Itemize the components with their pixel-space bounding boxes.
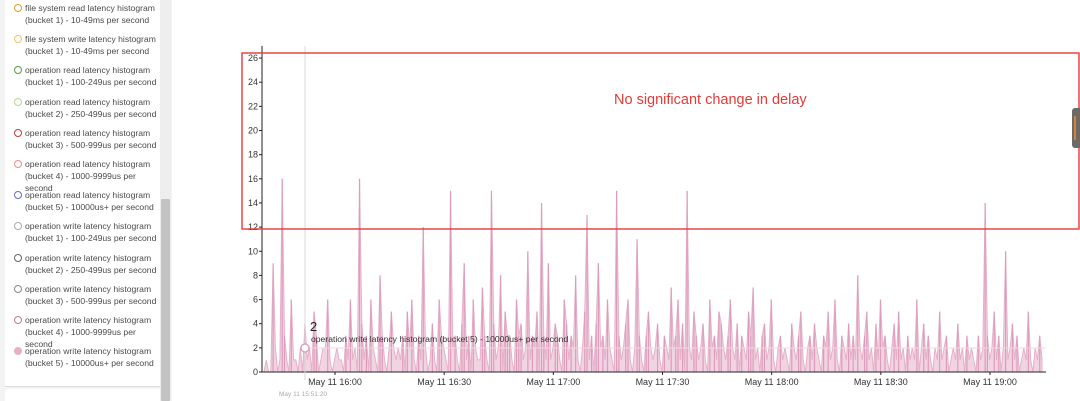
legend-label: operation write latency histogram (bucket… xyxy=(25,283,157,306)
y-tick-label: 18 xyxy=(248,150,258,160)
annotation-box xyxy=(241,52,1080,230)
tooltip-value: 2 xyxy=(310,319,317,334)
y-tick-label: 6 xyxy=(253,295,258,305)
legend-item[interactable]: file system write latency histogram (buck… xyxy=(14,33,160,57)
legend-item[interactable]: operation read latency histogram (bucket … xyxy=(14,158,160,194)
x-tick-labels: May 11 16:00 May 11 16:30 May 11 17:00 May … xyxy=(308,377,1017,387)
legend-label: operation read latency histogram (bucket … xyxy=(25,127,157,150)
legend-marker-icon xyxy=(14,222,22,231)
x-tick-label: May 11 16:00 xyxy=(308,377,362,387)
legend-item[interactable]: operation write latency histogram (bucket… xyxy=(14,252,160,276)
y-tick-label: 14 xyxy=(248,198,258,208)
x-tick-label: May 11 18:30 xyxy=(854,377,908,387)
legend-label: operation read latency histogram (bucket … xyxy=(25,96,157,119)
hover-point[interactable] xyxy=(300,343,310,353)
legend-item[interactable]: file system read latency histogram (bucke… xyxy=(14,2,160,26)
legend-marker-icon xyxy=(14,97,22,106)
legend-item[interactable]: operation read latency histogram (bucket … xyxy=(14,127,160,151)
legend-marker-icon xyxy=(14,253,22,262)
side-panel-handle[interactable] xyxy=(1072,108,1080,148)
legend-label: file system read latency histogram (bucke… xyxy=(25,3,155,25)
y-tick-label: 22 xyxy=(248,101,258,111)
legend-item[interactable]: operation write latency histogram (bucket… xyxy=(14,283,160,307)
legend-label: file system write latency histogram (buck… xyxy=(25,34,156,57)
legend-marker-icon xyxy=(14,347,22,356)
legend-marker-icon xyxy=(14,316,22,324)
legend-label: operation read latency histogram (bucket … xyxy=(25,190,154,213)
legend-label: operation read latency histogram (bucket … xyxy=(25,159,151,193)
y-tick-label: 0 xyxy=(253,367,258,377)
chart-axes xyxy=(261,46,1046,373)
legend-footer xyxy=(5,389,160,401)
y-tick-label: 4 xyxy=(253,319,258,329)
y-tick-label: 12 xyxy=(248,222,258,232)
y-tick-label: 26 xyxy=(248,53,258,63)
legend-label: operation read latency histogram (bucket … xyxy=(25,65,157,88)
legend-item[interactable]: operation write latency histogram (bucket… xyxy=(14,220,160,244)
legend-list: file system read latency histogram (bucke… xyxy=(5,0,161,387)
legend-marker-icon xyxy=(14,160,22,168)
side-panel-handle-grip-icon xyxy=(1074,116,1076,140)
y-tick-label: 16 xyxy=(248,174,258,184)
legend-marker-icon xyxy=(14,128,22,137)
legend-marker-icon xyxy=(14,191,22,200)
y-tick-label: 24 xyxy=(248,77,258,87)
tooltip-series: operation write latency histogram (bucke… xyxy=(311,334,568,344)
x-tick-label: May 11 17:00 xyxy=(526,377,580,387)
legend-marker-icon xyxy=(14,35,22,44)
legend-item[interactable]: operation read latency histogram (bucket … xyxy=(14,96,160,120)
y-tick-label: 8 xyxy=(253,270,258,280)
legend-label: operation write latency histogram (bucket… xyxy=(25,346,154,369)
x-tick-label: May 11 16:30 xyxy=(417,377,471,387)
legend-marker-icon xyxy=(14,284,22,293)
x-tick-label: May 11 17:30 xyxy=(636,377,690,387)
legend-label: operation write latency histogram (bucket… xyxy=(25,315,152,349)
legend-label: operation write latency histogram (bucket… xyxy=(25,252,157,275)
y-tick-label: 20 xyxy=(248,126,258,136)
legend-marker-icon xyxy=(14,4,22,12)
legend-item[interactable]: operation read latency histogram (bucket … xyxy=(14,189,160,213)
hover-time-label: May 11 15:51:20 xyxy=(279,391,327,398)
legend-item[interactable]: operation read latency histogram (bucket … xyxy=(14,64,160,88)
y-tick-label: 2 xyxy=(253,343,258,353)
legend-marker-icon xyxy=(14,66,22,75)
x-tick-label: May 11 19:00 xyxy=(963,377,1017,387)
y-tick-label: 10 xyxy=(248,246,258,256)
annotation-text: No significant change in delay xyxy=(614,92,807,108)
legend-item[interactable]: operation write latency histogram (bucket… xyxy=(14,345,160,369)
legend-scrollbar-thumb[interactable] xyxy=(161,199,170,401)
legend-label: operation write latency histogram (bucket… xyxy=(25,221,157,244)
legend-item[interactable]: operation write latency histogram (bucket… xyxy=(14,314,160,350)
x-tick-label: May 11 18:00 xyxy=(745,377,799,387)
